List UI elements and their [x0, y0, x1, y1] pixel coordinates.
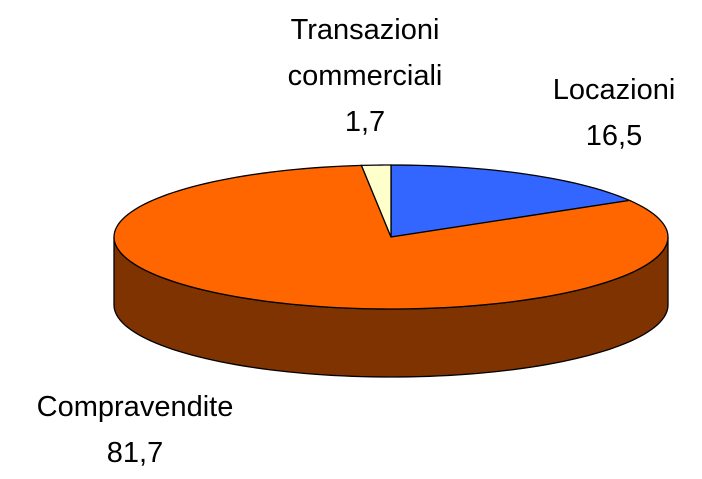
data-label: Locazioni 16,5 — [504, 67, 702, 159]
value-label: 16,5 — [585, 120, 643, 152]
value-label: 1,7 — [344, 106, 386, 138]
value-label: 81,7 — [106, 437, 164, 469]
data-label: Compravendite 81,7 — [0, 384, 285, 476]
category-label: Locazioni — [552, 74, 676, 106]
pie-slice — [360, 164, 392, 238]
category-label: Compravendite — [36, 391, 234, 423]
pie-slice — [113, 164, 669, 310]
pie-slice — [390, 164, 632, 238]
data-label: Transazioni commerciali 1,7 — [250, 7, 480, 145]
category-label: Transazioni commerciali — [287, 14, 443, 92]
